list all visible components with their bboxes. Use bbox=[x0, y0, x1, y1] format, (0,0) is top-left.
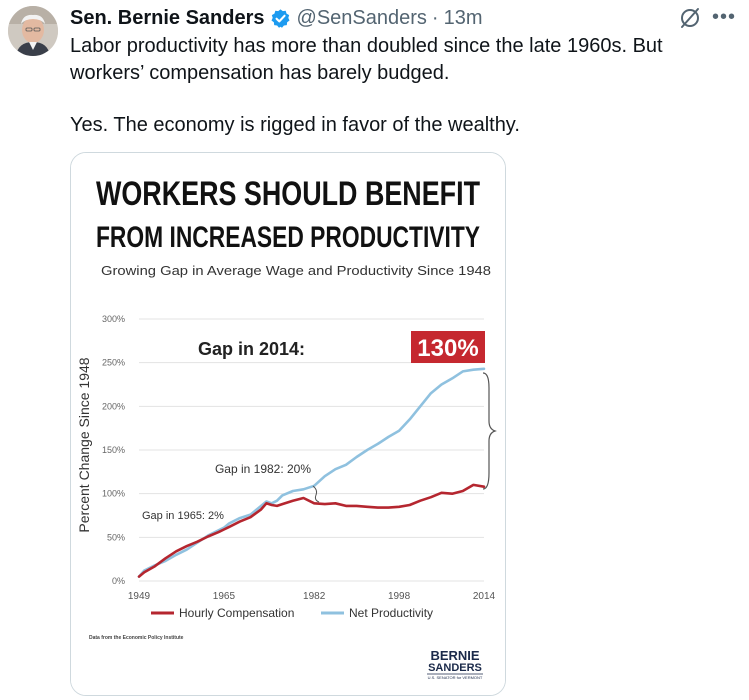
logo-line-3: U.S. SENATOR for VERMONT bbox=[428, 675, 483, 680]
author-handle[interactable]: @SenSanders bbox=[296, 6, 427, 29]
y-tick-label: 50% bbox=[107, 532, 125, 542]
annotation-gap-1965: Gap in 1965: 2% bbox=[142, 510, 224, 522]
x-tick-label: 2014 bbox=[473, 591, 496, 602]
chart-y-axis-label: Percent Change Since 1948 bbox=[76, 357, 92, 532]
tweet-text-paragraph-1: Labor productivity has more than doubled… bbox=[70, 35, 663, 84]
annotation-gap-2014-badge bbox=[411, 331, 485, 363]
chart-gridlines bbox=[139, 318, 484, 582]
grok-icon[interactable] bbox=[678, 6, 702, 30]
y-tick-label: 250% bbox=[102, 358, 125, 368]
tweet-timestamp[interactable]: 13m bbox=[443, 6, 483, 29]
y-tick-label: 200% bbox=[102, 401, 125, 411]
chart-title: Growing Gap in Average Wage and Producti… bbox=[101, 263, 491, 278]
data-source-note: Data from the Economic Policy Institute bbox=[89, 635, 184, 641]
tweet-text-paragraph-2: Yes. The economy is rigged in favor of t… bbox=[70, 114, 520, 136]
author-name[interactable]: Sen. Bernie Sanders bbox=[70, 6, 265, 29]
x-tick-label: 1949 bbox=[128, 591, 151, 602]
chart-x-ticks: 1949 1965 1982 1998 2014 bbox=[128, 591, 496, 602]
annotation-gap-2014-brace bbox=[482, 372, 497, 490]
header-separator: · bbox=[431, 6, 439, 29]
avatar-image bbox=[8, 6, 58, 56]
x-tick-label: 1998 bbox=[388, 591, 411, 602]
tweet-header: Sen. Bernie Sanders @SenSanders · 13m bbox=[70, 6, 483, 30]
x-tick-label: 1982 bbox=[303, 591, 326, 602]
infographic-title-line-1: WORKERS SHOULD BENEFIT bbox=[96, 175, 480, 213]
legend-label-productivity: Net Productivity bbox=[349, 606, 433, 620]
chart-series bbox=[137, 367, 486, 578]
infographic: WORKERS SHOULD BENEFIT FROM INCREASED PR… bbox=[71, 153, 505, 695]
y-tick-label: 0% bbox=[112, 576, 125, 586]
y-tick-label: 100% bbox=[102, 489, 125, 499]
bernie-sanders-logo: BERNIE SANDERS U.S. SENATOR for VERMONT bbox=[427, 648, 483, 680]
verified-badge-icon[interactable] bbox=[270, 8, 291, 29]
y-tick-label: 150% bbox=[102, 445, 125, 455]
author-avatar[interactable] bbox=[8, 6, 58, 56]
annotation-gap-2014-label: Gap in 2014: bbox=[198, 339, 305, 359]
series-line-hourly-compensation bbox=[137, 483, 486, 578]
x-tick-label: 1965 bbox=[213, 591, 236, 602]
infographic-title-line-2: FROM INCREASED PRODUCTIVITY bbox=[96, 221, 480, 254]
annotation-gap-1982: Gap in 1982: 20% bbox=[215, 462, 311, 476]
logo-line-1: BERNIE bbox=[430, 648, 479, 663]
more-icon[interactable]: ••• bbox=[712, 6, 737, 28]
annotation-gap-1982-brace bbox=[312, 485, 320, 503]
annotation-gap-2014-value: 130% bbox=[417, 335, 478, 362]
logo-line-2: SANDERS bbox=[428, 662, 482, 674]
tweet-text: Labor productivity has more than doubled… bbox=[70, 33, 710, 139]
tweet-media-image[interactable]: WORKERS SHOULD BENEFIT FROM INCREASED PR… bbox=[70, 152, 506, 696]
legend-label-compensation: Hourly Compensation bbox=[179, 606, 294, 620]
chart-legend: Hourly Compensation Net Productivity bbox=[151, 606, 433, 620]
chart-y-ticks: 0% 50% 100% 150% 200% 250% 300% bbox=[102, 314, 125, 586]
y-tick-label: 300% bbox=[102, 314, 125, 324]
